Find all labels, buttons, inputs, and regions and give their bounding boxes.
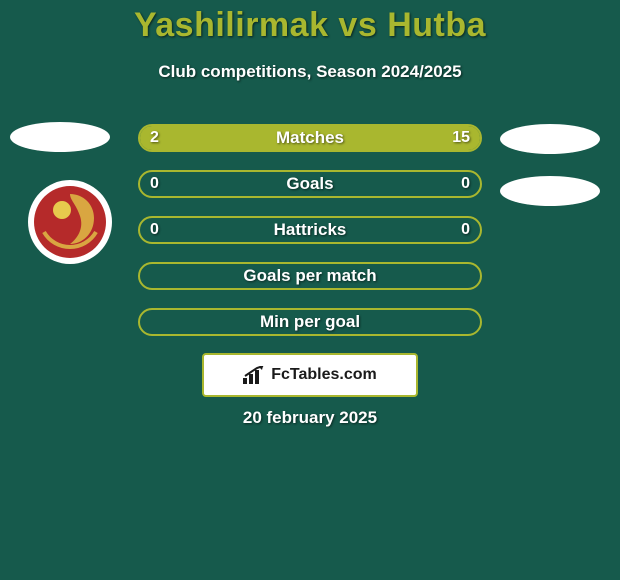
team-right-badge-placeholder-2 <box>500 176 600 206</box>
comparison-date: 20 february 2025 <box>0 408 620 428</box>
team-left-logo <box>28 180 112 264</box>
stat-row: Goals per match <box>138 262 482 290</box>
stat-label: Min per goal <box>260 312 360 332</box>
bar-chart-icon <box>243 366 265 384</box>
stat-row: Goals 0 0 <box>138 170 482 198</box>
stat-row: Min per goal <box>138 308 482 336</box>
stat-value-left: 2 <box>140 126 169 150</box>
stat-label: Matches <box>276 128 344 148</box>
stat-value-right: 0 <box>451 218 480 242</box>
stat-row: Hattricks 0 0 <box>138 216 482 244</box>
stat-row: Matches 2 15 <box>138 124 482 152</box>
stat-value-left: 0 <box>140 218 169 242</box>
stat-label: Goals per match <box>243 266 376 286</box>
source-attribution[interactable]: FcTables.com <box>202 353 418 397</box>
stat-value-right: 15 <box>442 126 480 150</box>
comparison-title: Yashilirmak vs Hutba <box>0 6 620 45</box>
stat-value-right: 0 <box>451 172 480 196</box>
team-left-badge-placeholder <box>10 122 110 152</box>
team-right-badge-placeholder-1 <box>500 124 600 154</box>
source-label: FcTables.com <box>271 366 377 384</box>
comparison-subtitle: Club competitions, Season 2024/2025 <box>0 62 620 82</box>
stat-label: Hattricks <box>274 220 347 240</box>
stat-value-left: 0 <box>140 172 169 196</box>
stat-label: Goals <box>286 174 333 194</box>
